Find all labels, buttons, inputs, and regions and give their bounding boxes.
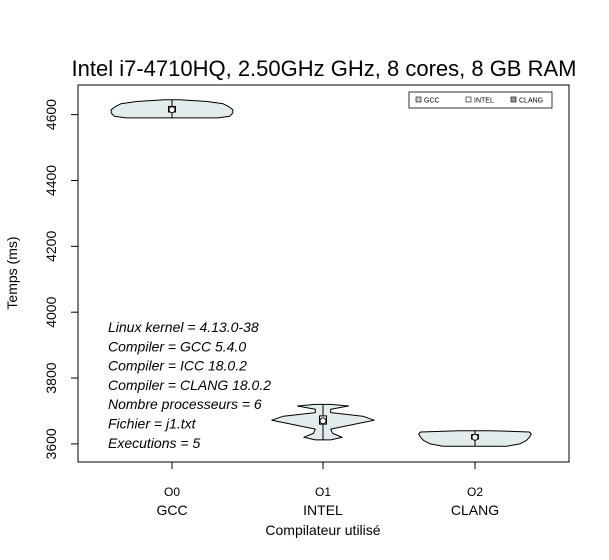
violin-median-point bbox=[319, 417, 327, 425]
legend-label: GCC bbox=[424, 98, 440, 105]
y-tick-label: 4400 bbox=[43, 165, 59, 196]
violins bbox=[110, 99, 532, 447]
legend-swatch bbox=[465, 96, 472, 103]
annotation-line: Compiler = GCC 5.4.0 bbox=[108, 338, 246, 354]
annotation-line: Fichier = j1.txt bbox=[108, 416, 197, 432]
annotation-line: Compiler = CLANG 18.0.2 bbox=[108, 377, 271, 393]
legend-label: INTEL bbox=[474, 98, 494, 105]
x-tick-sublabel: O1 bbox=[315, 485, 331, 499]
y-tick-label: 4200 bbox=[43, 231, 59, 262]
annotation-line: Nombre processeurs = 6 bbox=[108, 396, 262, 412]
x-tick-label: INTEL bbox=[303, 502, 343, 518]
annotation-line: Linux kernel = 4.13.0-38 bbox=[108, 319, 259, 335]
violin-median-point bbox=[168, 106, 176, 114]
x-tick-sublabel: O0 bbox=[164, 485, 180, 499]
y-tick-label: 4000 bbox=[43, 296, 59, 327]
legend: GCC INTEL CLANG bbox=[408, 91, 553, 109]
y-axis-label: Temps (ms) bbox=[4, 236, 20, 309]
legend-swatch bbox=[510, 96, 517, 103]
x-tick-label: CLANG bbox=[451, 502, 499, 518]
annotation-line: Compiler = ICC 18.0.2 bbox=[108, 358, 247, 374]
legend-swatch bbox=[415, 96, 422, 103]
annotation-line: Executions = 5 bbox=[108, 435, 200, 451]
violin-median-point bbox=[471, 433, 479, 441]
legend-label: CLANG bbox=[519, 98, 543, 105]
y-tick-label: 4600 bbox=[43, 99, 59, 130]
y-tick-label: 3600 bbox=[43, 428, 59, 459]
legend-box bbox=[408, 91, 553, 109]
y-tick-label: 3800 bbox=[43, 362, 59, 393]
x-axis: O0 GCC O1 INTEL O2 CLANG bbox=[156, 461, 499, 518]
chart-title: Intel i7-4710HQ, 2.50GHz GHz, 8 cores, 8… bbox=[72, 56, 577, 81]
x-axis-label: Compilateur utilisé bbox=[265, 522, 380, 538]
x-tick-sublabel: O2 bbox=[467, 485, 483, 499]
x-tick-label: GCC bbox=[156, 502, 187, 518]
y-axis: 3600 3800 4000 4200 4400 4600 bbox=[43, 99, 79, 459]
annotations: Linux kernel = 4.13.0-38 Compiler = GCC 5… bbox=[108, 319, 271, 451]
